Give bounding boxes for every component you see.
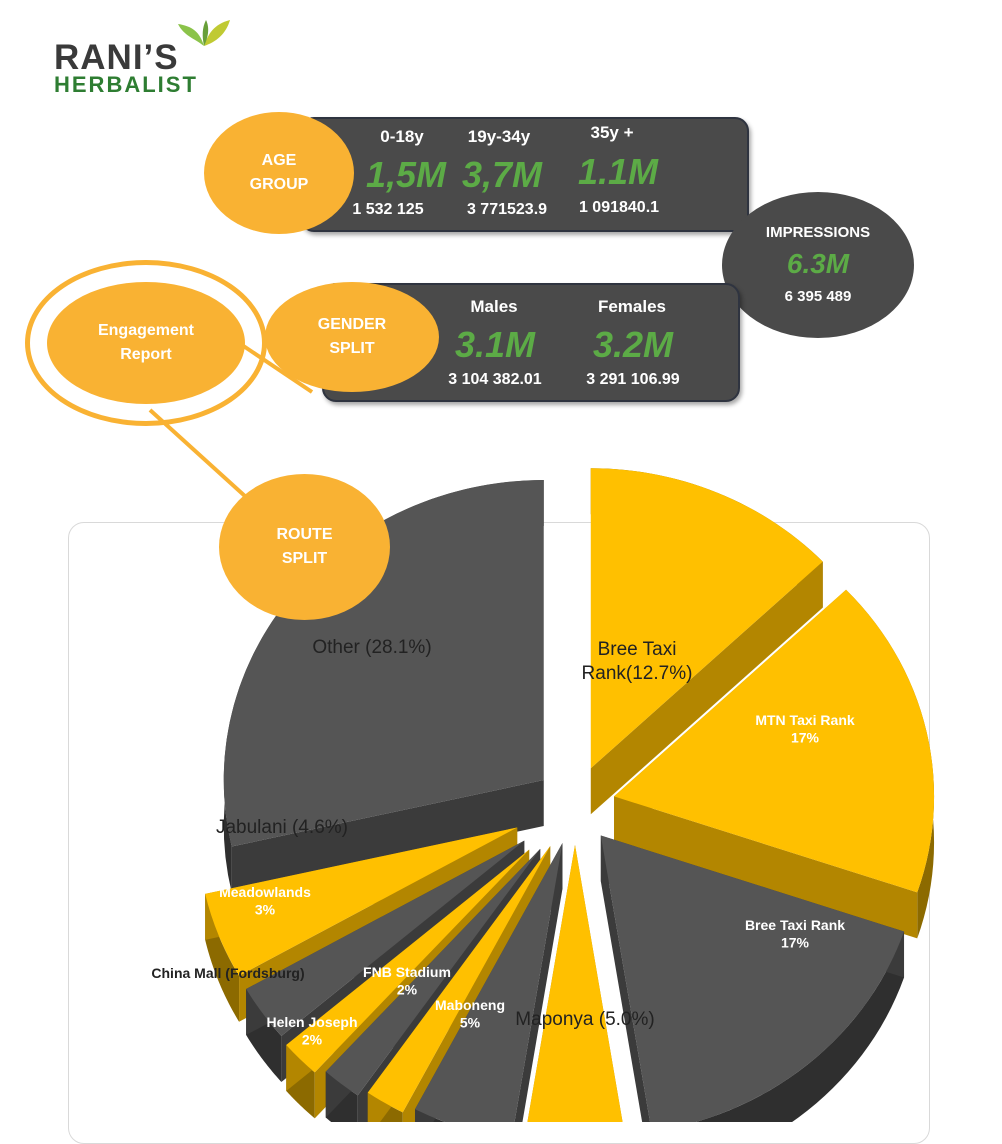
age-value-35-plus: 1.1M — [577, 151, 659, 192]
pie-slice-wall-2-1 — [600, 835, 651, 1122]
age-count-19-34: 3 771523.9 — [466, 201, 548, 218]
gender-split-badge: GENDER SPLIT — [265, 282, 439, 392]
pie-slice-5 — [367, 846, 551, 1113]
age-count-0-18: 1 532 125 — [352, 201, 424, 218]
impressions-count: 6 395 489 — [784, 288, 852, 305]
gender-value-males: 3.1M — [454, 324, 536, 365]
age-group-panel: 0-18y 19y-34y 35y + 1,5M 3,7M 1.1M 1 532… — [300, 117, 749, 232]
pie-slice-4 — [414, 842, 563, 1122]
gender-value-females: 3.2M — [592, 324, 674, 365]
pie-label-0: Bree Taxi Rank(12.7%) — [582, 639, 693, 684]
age-head-19-34: 19y-34y — [467, 127, 531, 146]
pie-label-2: Bree Taxi Rank 17% — [745, 917, 845, 951]
leaf-icon — [178, 20, 230, 46]
pie-slice-3 — [527, 845, 623, 1122]
brand-logo: RANI’S HERBALIST — [52, 18, 272, 98]
age-value-0-18: 1,5M — [365, 154, 447, 195]
pie-label-1: MTN Taxi Rank 17% — [755, 712, 855, 746]
age-value-19-34: 3,7M — [461, 154, 543, 195]
pie-slice-side-2 — [695, 931, 905, 1122]
pie-slice-10 — [223, 480, 544, 847]
impressions-value: 6.3M — [786, 248, 850, 279]
pie-label-10: Other (28.1%) — [312, 637, 431, 658]
pie-label-8: Meadowlands 3% — [219, 884, 311, 918]
pie-slice-8 — [246, 840, 525, 1036]
route-split-badge: ROUTE SPLIT — [219, 474, 390, 620]
pie-slice-6 — [325, 848, 541, 1096]
pie-label-6: Helen Joseph 2% — [266, 1014, 357, 1048]
gender-head-males: Males — [470, 297, 518, 316]
impressions-badge: IMPRESSIONS 6.3M 6 395 489 — [722, 192, 914, 338]
pie-slice-9 — [205, 827, 518, 976]
pie-label-5: FNB Stadium 2% — [363, 964, 451, 998]
gender-count-males: 3 104 382.01 — [448, 371, 542, 388]
pie-label-3: Maponya (5.0%) — [515, 1009, 654, 1030]
pie-slice-2 — [600, 835, 905, 1122]
pie-slice-wall-0-1 — [590, 561, 823, 815]
pie-slice-wall-1-1 — [614, 796, 918, 939]
pie-slice-7 — [286, 849, 530, 1073]
pie-slice-0 — [590, 468, 823, 769]
logo-text-rani: RANI’S — [54, 38, 179, 77]
pie-label-4: Maboneng 5% — [435, 997, 505, 1031]
age-head-0-18: 0-18y — [380, 127, 424, 146]
age-head-35-plus: 35y + — [590, 123, 634, 142]
engagement-report-badge: Engagement Report — [47, 282, 245, 404]
age-group-badge: AGE GROUP — [204, 112, 354, 234]
pie-slice-1 — [614, 589, 935, 893]
gender-head-females: Females — [597, 297, 667, 316]
logo-text-herbalist: HERBALIST — [54, 72, 198, 97]
pie-label-9: Jabulani (4.6%) — [216, 817, 348, 838]
engagement-ring — [25, 260, 267, 426]
impressions-title: IMPRESSIONS — [765, 224, 871, 241]
age-count-35-plus: 1 091840.1 — [578, 199, 660, 216]
gender-count-females: 3 291 106.99 — [586, 371, 680, 388]
pie-label-7: China Mall (Fordsburg) — [151, 965, 304, 981]
pie-slice-wall-10-0 — [231, 780, 544, 893]
